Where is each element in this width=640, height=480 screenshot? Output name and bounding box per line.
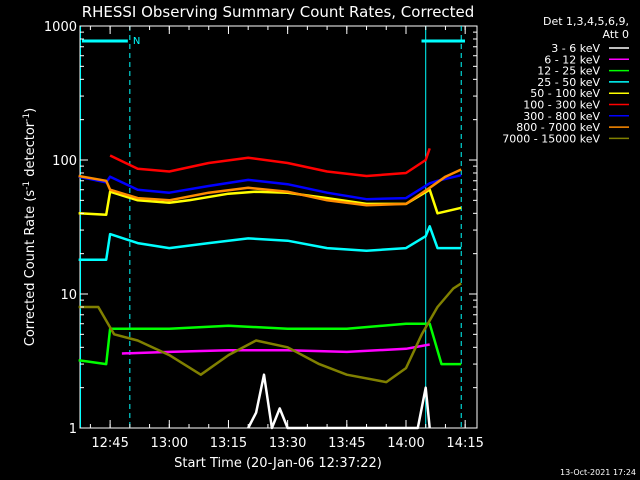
x-tick-label: 13:30 <box>269 436 306 451</box>
series-line-1 <box>121 343 430 355</box>
series-line-7 <box>78 168 462 207</box>
plot-frame <box>79 25 478 429</box>
y-tick-label: 10 <box>60 288 77 303</box>
x-axis: 12:45 13:00 13:15 13:30 13:45 14:00 14:15 <box>89 26 484 451</box>
legend-label: 300 - 800 keV <box>523 110 600 123</box>
y-axis-label: Corrected Count Rate (s-1 detector-1) <box>22 108 38 346</box>
series-line-3 <box>78 225 462 262</box>
x-tick-label: 14:00 <box>387 436 424 451</box>
x-tick-label: 12:45 <box>91 436 128 451</box>
x-tick-label: 13:15 <box>210 436 247 451</box>
series-line-8 <box>78 282 462 384</box>
legend-label: 800 - 7000 keV <box>516 121 600 134</box>
x-axis-label: Start Time (20-Jan-06 12:37:22) <box>174 456 382 471</box>
series-line-2 <box>78 322 462 366</box>
marker-label: N <box>133 36 140 47</box>
series-group <box>78 147 462 430</box>
y-tick-label: 100 <box>52 154 77 169</box>
legend-header-line-2: Att 0 <box>603 28 629 41</box>
vertical-lines <box>80 26 462 428</box>
chart-title: RHESSI Observing Summary Count Rates, Co… <box>82 3 475 21</box>
legend-label: 100 - 300 keV <box>523 99 600 112</box>
footer-timestamp: 13-Oct-2021 17:24 <box>560 468 636 477</box>
legend-label: 3 - 6 keV <box>551 42 600 55</box>
legend-label: 7000 - 15000 keV <box>502 132 600 145</box>
series-line-5 <box>109 147 431 178</box>
y-tick-label: 1 <box>69 422 77 437</box>
series-line-6 <box>78 173 462 201</box>
legend-label: 25 - 50 keV <box>537 76 600 89</box>
time-markers: N <box>82 36 465 47</box>
legend-label: 12 - 25 keV <box>537 65 600 78</box>
series-line-0 <box>247 373 431 430</box>
legend-label: 6 - 12 keV <box>544 53 600 66</box>
x-tick-label: 13:45 <box>328 436 365 451</box>
series-line-4 <box>78 188 462 217</box>
legend-label: 50 - 100 keV <box>530 87 600 100</box>
y-tick-label: 1000 <box>44 20 77 35</box>
legend-header-line-1: Det 1,3,4,5,6,9, <box>543 15 629 28</box>
x-tick-label: 14:15 <box>446 436 483 451</box>
x-tick-label: 13:00 <box>151 436 188 451</box>
y-axis: 1 10 100 1000 <box>44 20 477 437</box>
